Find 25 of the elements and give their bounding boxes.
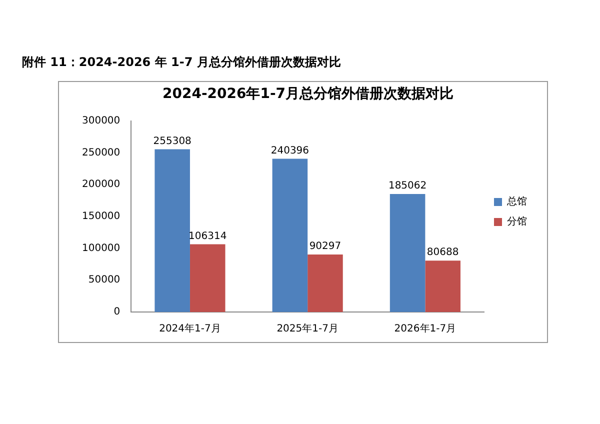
y-tick-label: 300000 (82, 115, 120, 126)
chart-title: 2024-2026年1-7月总分馆外借册次数据对比 (162, 85, 454, 102)
x-tick-label: 2026年1-7月 (394, 322, 456, 335)
data-label: 185062 (388, 180, 427, 192)
y-tick-label: 200000 (82, 179, 120, 190)
legend-label: 分馆 (507, 216, 527, 228)
text: 附件 11：2024-2026 年 1-7 月总分馆外借册次数据对比 (22, 54, 342, 71)
data-label: 240396 (270, 145, 310, 156)
y-tick-label: 0 (114, 306, 120, 318)
x-tick-label: 2025年1-7月 (276, 322, 338, 335)
bar (154, 149, 190, 312)
bar (190, 244, 226, 312)
bar (425, 260, 460, 312)
data-label: 255308 (153, 136, 192, 147)
bar (390, 194, 426, 312)
x-tick-label: 2024年1-7月 (159, 322, 221, 335)
bar (272, 158, 308, 312)
y-tick-label: 150000 (82, 210, 120, 222)
legend-label: 总馆 (506, 196, 527, 208)
y-tick-label: 250000 (82, 147, 120, 158)
data-label: 80688 (426, 247, 459, 258)
y-tick-label: 50000 (88, 274, 120, 286)
bar (308, 254, 343, 312)
data-label: 90297 (309, 241, 342, 252)
y-tick-label: 100000 (82, 242, 120, 254)
